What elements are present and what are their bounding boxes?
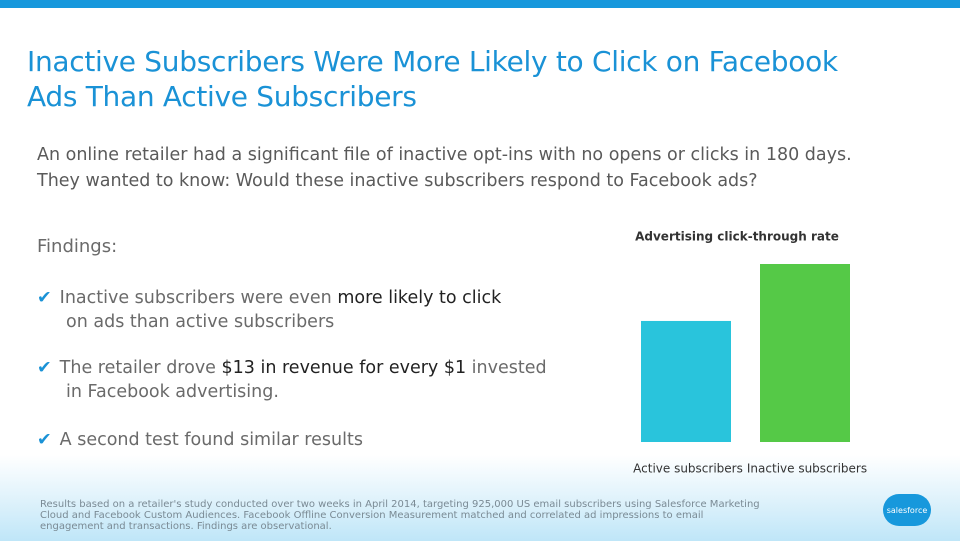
x-tick-label: Inactive subscribers	[747, 462, 867, 476]
bullet-line: ✔ Inactive subscribers were even more lik…	[37, 286, 501, 310]
title-line: Inactive Subscribers Were More Likely to…	[27, 45, 838, 78]
bullet-line: ✔ The retailer drove $13 in revenue for e…	[37, 356, 547, 380]
chart-title: Advertising click-through rate	[635, 230, 839, 244]
bullet-line: ✔ A second test found similar results	[37, 428, 363, 452]
bar	[641, 320, 731, 442]
check-icon: ✔	[37, 358, 52, 378]
bullet-text: more likely to click	[337, 288, 502, 308]
bullet-text: Inactive subscribers were even	[59, 288, 338, 308]
title: Inactive Subscribers Were More Likely to…	[27, 44, 838, 114]
bullet-text: A second test found similar results	[59, 430, 363, 450]
check-icon: ✔	[37, 430, 52, 450]
footnote: Results based on a retailer's study cond…	[40, 499, 760, 532]
title-line: Ads Than Active Subscribers	[27, 80, 417, 113]
check-icon: ✔	[37, 288, 52, 308]
bullet: ✔ The retailer drove $13 in revenue for e…	[37, 356, 547, 404]
bullet-line: on ads than active subscribers	[37, 310, 501, 334]
bullet-text: The retailer drove	[59, 358, 222, 378]
intro: An online retailer had a significant fil…	[37, 142, 852, 194]
top-bar	[0, 0, 960, 8]
intro-line: An online retailer had a significant fil…	[37, 145, 852, 165]
bullet-text: invested	[466, 358, 547, 378]
logo: salesforce	[883, 494, 931, 526]
bullet: ✔ Inactive subscribers were even more lik…	[37, 286, 501, 334]
bar	[760, 264, 850, 442]
bullet: ✔ A second test found similar results	[37, 428, 363, 452]
bullet-text: $13 in revenue for every $1	[221, 358, 467, 378]
bullet-text: in Facebook advertising.	[66, 382, 279, 402]
bullet-line: in Facebook advertising.	[37, 380, 547, 404]
chart: Advertising click-through rate Active su…	[633, 230, 867, 476]
findings-heading: Findings:	[37, 236, 118, 257]
intro-line: They wanted to know: Would these inactiv…	[37, 171, 758, 191]
x-tick-label: Active subscribers	[633, 462, 743, 476]
bullet-text: on ads than active subscribers	[66, 312, 335, 332]
